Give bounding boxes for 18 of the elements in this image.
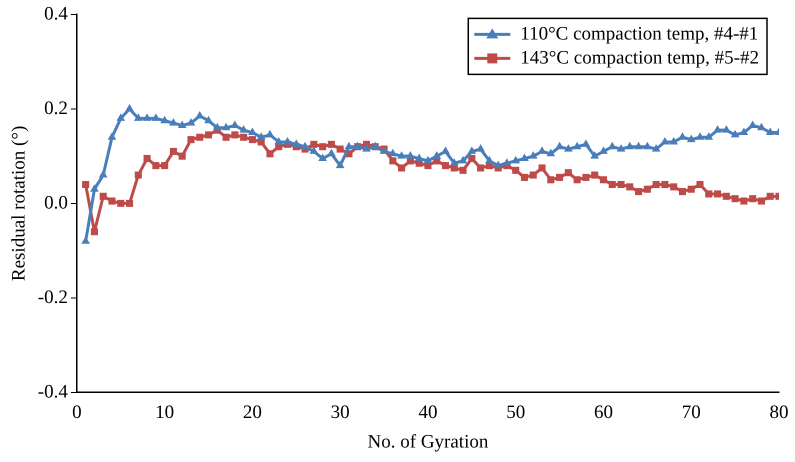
legend-label: 143°C compaction temp, #5-#2 [520, 47, 760, 68]
y-tick-label: 0.0 [44, 192, 68, 214]
y-axis-title: Residual rotation (°) [8, 126, 30, 282]
x-axis-title: No. of Gyration [368, 432, 489, 453]
x-tick-label: 60 [594, 402, 613, 423]
x-tick-label: 40 [418, 402, 438, 423]
x-tick-label: 70 [682, 402, 701, 423]
x-tick-label: 50 [506, 402, 526, 423]
x-tick-label: 20 [242, 402, 262, 423]
y-tick-label: 0.2 [44, 98, 68, 119]
y-tick-label: -0.4 [38, 381, 68, 402]
x-tick-label: 10 [155, 402, 174, 423]
y-tick-label: 0.4 [44, 3, 68, 24]
x-tick-label: 80 [770, 402, 788, 423]
x-tick-label: 0 [72, 402, 82, 423]
x-tick-label: 30 [330, 402, 350, 423]
legend-label: 110°C compaction temp, #4-#1 [520, 23, 758, 44]
y-tick-label: -0.2 [38, 286, 68, 308]
